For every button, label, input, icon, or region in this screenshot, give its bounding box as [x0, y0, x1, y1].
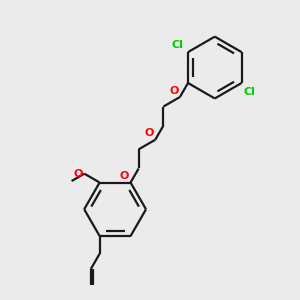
- Text: O: O: [169, 85, 178, 96]
- Text: O: O: [144, 128, 154, 138]
- Text: Cl: Cl: [172, 40, 184, 50]
- Text: Cl: Cl: [243, 86, 255, 97]
- Text: O: O: [120, 171, 129, 181]
- Text: O: O: [74, 169, 83, 179]
